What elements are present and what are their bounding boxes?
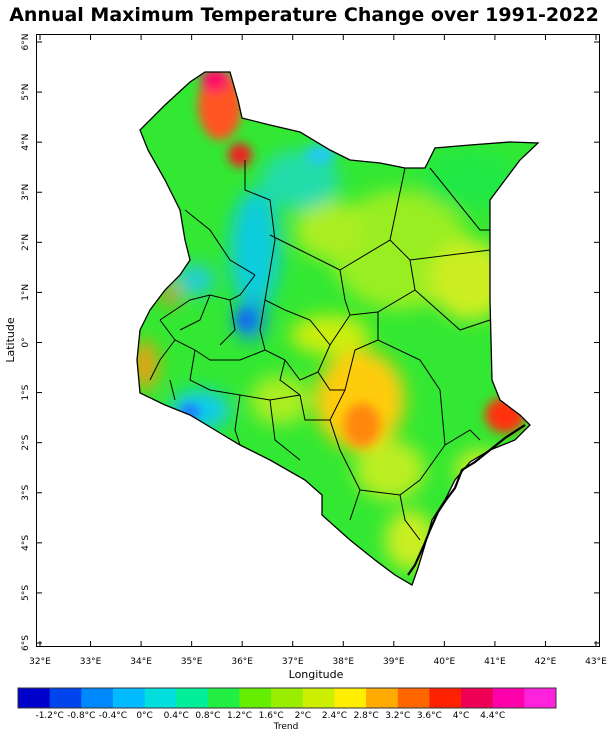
colorbar-label: 1.6°C bbox=[259, 711, 284, 721]
lat-tick-label: 1°N bbox=[21, 284, 31, 301]
lon-tick-label: 32°E bbox=[29, 657, 51, 667]
lat-tick-label: 6°S bbox=[21, 635, 31, 651]
colorbar-swatch bbox=[397, 688, 430, 708]
lon-tick-label: 34°E bbox=[130, 657, 152, 667]
lon-tick-label: 39°E bbox=[383, 657, 405, 667]
colorbar-label: -0.4°C bbox=[99, 711, 127, 721]
lon-tick-label: 43°E bbox=[585, 657, 607, 667]
lon-tick-label: 35°E bbox=[181, 657, 203, 667]
lon-tick-label: 37°E bbox=[282, 657, 304, 667]
lat-tick-label: 2°S bbox=[21, 434, 31, 450]
colorbar-swatch bbox=[18, 688, 51, 708]
colorbar-swatch bbox=[207, 688, 241, 708]
colorbar-label: 4°C bbox=[453, 711, 470, 721]
lon-tick-label: 42°E bbox=[535, 657, 557, 667]
lat-tick-label: 3°S bbox=[21, 485, 31, 501]
colorbar-swatch bbox=[112, 688, 146, 708]
colorbar-label: -0.8°C bbox=[67, 711, 95, 721]
lat-tick-label: 1°S bbox=[21, 384, 31, 400]
y-axis-title: Latitude bbox=[4, 317, 17, 363]
lon-tick-label: 36°E bbox=[231, 657, 253, 667]
latitude-axis: 6°N 5°N 4°N 3°N 2°N 1°N 0° 1°S 2°S 3°S 4°S 5°S 6°S bbox=[21, 34, 600, 651]
lon-tick-label: 40°E bbox=[434, 657, 456, 667]
lat-tick-label: 4°N bbox=[21, 134, 31, 151]
colorbar-label: 0°C bbox=[136, 711, 153, 721]
colorbar-swatch bbox=[302, 688, 335, 708]
colorbar-label: 2°C bbox=[295, 711, 312, 721]
colorbar-label: 1.2°C bbox=[227, 711, 252, 721]
lat-tick-label: 4°S bbox=[21, 535, 31, 551]
colorbar-swatch bbox=[144, 688, 177, 708]
longitude-axis: 32°E 33°E 34°E 35°E 36°E 37°E 38°E 39°E 40°E 41°E… bbox=[29, 34, 607, 667]
colorbar-border bbox=[17, 687, 557, 709]
colorbar-label: 4.4°C bbox=[480, 711, 505, 721]
lat-tick-label: 0° bbox=[21, 337, 31, 347]
colorbar-swatch bbox=[239, 688, 272, 708]
map-title: Annual Maximum Temperature Change over 1… bbox=[9, 4, 599, 26]
colorbar-label: 3.6°C bbox=[417, 711, 442, 721]
colorbar-swatch bbox=[492, 688, 525, 708]
lon-tick-label: 38°E bbox=[332, 657, 354, 667]
colorbar-swatch bbox=[49, 688, 82, 708]
county-boundaries bbox=[149, 160, 491, 541]
colorbar-swatch bbox=[176, 688, 209, 708]
colorbar-swatch bbox=[461, 688, 494, 708]
lat-tick-label: 3°N bbox=[21, 184, 31, 201]
lat-tick-label: 5°N bbox=[21, 84, 31, 101]
colorbar-label: 0.8°C bbox=[195, 711, 220, 721]
colorbar-swatch bbox=[271, 688, 304, 708]
colorbar: -1.2°C -0.8°C -0.4°C 0°C 0.4°C 0.8°C 1.2°C 1.6°… bbox=[17, 687, 557, 721]
colorbar-swatch bbox=[429, 688, 462, 708]
lat-tick-label: 5°S bbox=[21, 585, 31, 601]
lat-tick-label: 2°N bbox=[21, 234, 31, 251]
colorbar-swatch bbox=[524, 688, 557, 708]
colorbar-label: -1.2°C bbox=[35, 711, 63, 721]
colorbar-title: Trend bbox=[273, 722, 299, 732]
colorbar-label: 2.8°C bbox=[354, 711, 379, 721]
coastline bbox=[407, 424, 526, 576]
colorbar-swatch bbox=[366, 688, 399, 708]
colorbar-swatch bbox=[81, 688, 114, 708]
x-axis-title: Longitude bbox=[289, 668, 344, 681]
lon-tick-label: 41°E bbox=[484, 657, 506, 667]
lon-tick-label: 33°E bbox=[80, 657, 102, 667]
colorbar-swatch bbox=[334, 688, 367, 708]
colorbar-label: 3.2°C bbox=[385, 711, 410, 721]
lat-tick-label: 6°N bbox=[21, 34, 31, 51]
colorbar-label: 0.4°C bbox=[164, 711, 189, 721]
colorbar-label: 2.4°C bbox=[322, 711, 347, 721]
